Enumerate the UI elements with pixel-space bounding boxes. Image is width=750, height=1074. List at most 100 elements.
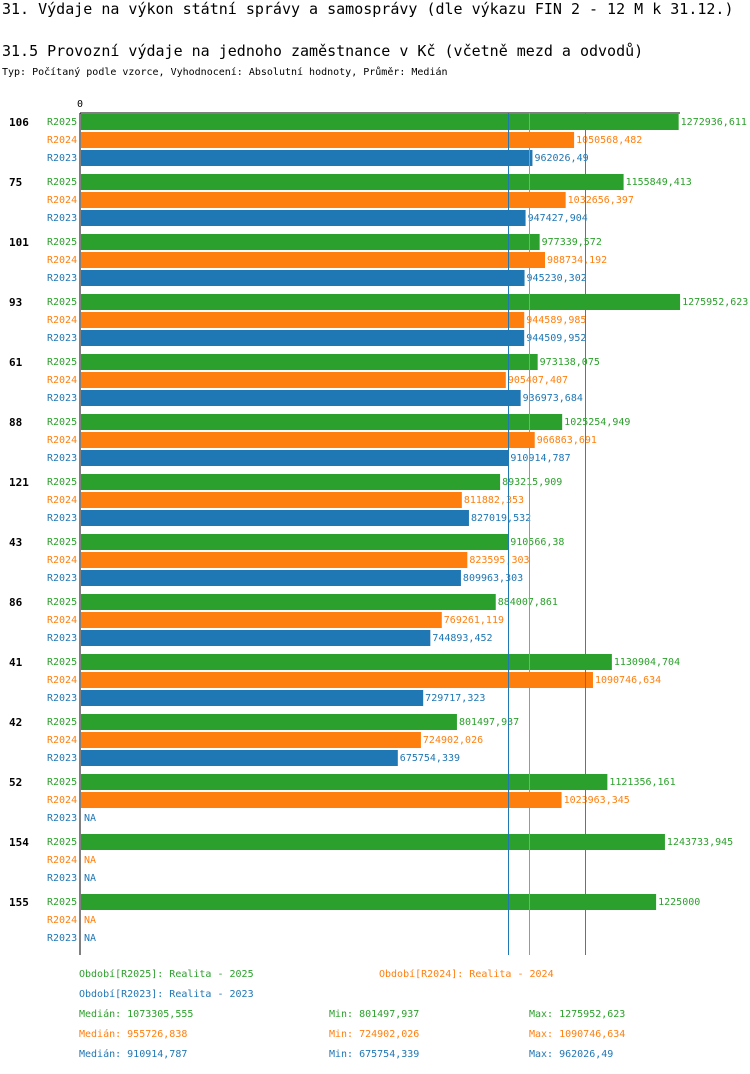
bar-r2024 bbox=[81, 132, 575, 148]
group-label: 41 bbox=[9, 656, 23, 669]
value-label: 910566,38 bbox=[510, 537, 564, 548]
missing-value-label: NA bbox=[84, 873, 96, 884]
bar-r2024 bbox=[81, 372, 506, 388]
value-label: 1032656,397 bbox=[568, 195, 634, 206]
group-label: 61 bbox=[9, 356, 23, 369]
bar-r2023 bbox=[81, 630, 431, 646]
series-label: R2023 bbox=[47, 273, 77, 284]
series-label: R2023 bbox=[47, 213, 77, 224]
bar-r2024 bbox=[81, 192, 566, 208]
series-label: R2023 bbox=[47, 333, 77, 344]
bar-r2024 bbox=[81, 432, 535, 448]
value-label: 962026,49 bbox=[534, 153, 588, 164]
value-label: 1130904,704 bbox=[614, 657, 680, 668]
series-label: R2025 bbox=[47, 477, 77, 488]
median-r2025: Medián: 1073305,555 bbox=[79, 1009, 194, 1020]
series-label: R2025 bbox=[47, 417, 77, 428]
value-label: 1025254,949 bbox=[564, 417, 630, 428]
series-label: R2025 bbox=[47, 537, 77, 548]
value-label: 910914,787 bbox=[510, 453, 570, 464]
value-label: 884007,861 bbox=[498, 597, 558, 608]
value-label: 1050568,482 bbox=[576, 135, 642, 146]
series-label: R2025 bbox=[47, 357, 77, 368]
bar-r2025 bbox=[81, 234, 540, 250]
value-label: 769261,119 bbox=[444, 615, 504, 626]
group-label: 52 bbox=[9, 776, 22, 789]
bar-r2025 bbox=[81, 894, 657, 910]
series-label: R2025 bbox=[47, 117, 77, 128]
group-label: 42 bbox=[9, 716, 22, 729]
bar-r2024 bbox=[81, 612, 442, 628]
value-label: 966863,691 bbox=[537, 435, 597, 446]
value-label: 936973,684 bbox=[523, 393, 583, 404]
min-r2023: Min: 675754,339 bbox=[329, 1049, 420, 1060]
bar-r2025 bbox=[81, 714, 457, 730]
value-label: 1243733,945 bbox=[667, 837, 733, 848]
series-label: R2023 bbox=[47, 633, 77, 644]
value-label: 729717,323 bbox=[425, 693, 485, 704]
series-label: R2023 bbox=[47, 933, 77, 944]
group-label: 88 bbox=[9, 416, 22, 429]
value-label: 1225000 bbox=[658, 897, 700, 908]
bar-r2024 bbox=[81, 312, 525, 328]
value-label: 675754,339 bbox=[400, 753, 460, 764]
bar-r2025 bbox=[81, 294, 681, 310]
group-label: 121 bbox=[9, 476, 29, 489]
bar-r2023 bbox=[81, 570, 461, 586]
series-label: R2024 bbox=[47, 915, 77, 926]
series-label: R2023 bbox=[47, 153, 77, 164]
legend-r2023: Období[R2023]: Realita - 2023 bbox=[79, 989, 254, 1000]
bar-r2025 bbox=[81, 594, 496, 610]
value-label: 823595,303 bbox=[469, 555, 529, 566]
missing-value-label: NA bbox=[84, 855, 96, 866]
group-label: 101 bbox=[9, 236, 29, 249]
value-label: 905407,407 bbox=[508, 375, 568, 386]
bar-r2023 bbox=[81, 330, 525, 346]
bar-r2023 bbox=[81, 450, 509, 466]
value-label: 1275952,623 bbox=[682, 297, 748, 308]
bar-r2025 bbox=[81, 354, 538, 370]
value-label: 944509,952 bbox=[526, 333, 586, 344]
bar-r2023 bbox=[81, 270, 525, 286]
series-label: R2024 bbox=[47, 555, 77, 566]
series-label: R2024 bbox=[47, 735, 77, 746]
bar-r2023 bbox=[81, 510, 469, 526]
group-label: 86 bbox=[9, 596, 23, 609]
series-label: R2024 bbox=[47, 135, 77, 146]
bar-r2023 bbox=[81, 150, 533, 166]
series-label: R2023 bbox=[47, 873, 77, 884]
bar-r2023 bbox=[81, 390, 521, 406]
series-label: R2025 bbox=[47, 177, 77, 188]
bar-r2023 bbox=[81, 210, 526, 226]
bar-r2024 bbox=[81, 552, 468, 568]
bar-r2024 bbox=[81, 792, 562, 808]
group-label: 154 bbox=[9, 836, 29, 849]
value-label: 988734,192 bbox=[547, 255, 607, 266]
value-label: 1121356,161 bbox=[609, 777, 675, 788]
bar-r2025 bbox=[81, 774, 608, 790]
value-label: 811882,353 bbox=[464, 495, 524, 506]
series-label: R2024 bbox=[47, 855, 77, 866]
series-label: R2024 bbox=[47, 375, 77, 386]
bar-r2023 bbox=[81, 750, 398, 766]
series-label: R2024 bbox=[47, 435, 77, 446]
value-label: 945230,302 bbox=[527, 273, 587, 284]
group-label: 106 bbox=[9, 116, 29, 129]
group-label: 75 bbox=[9, 176, 22, 189]
missing-value-label: NA bbox=[84, 915, 96, 926]
series-label: R2024 bbox=[47, 255, 77, 266]
series-label: R2025 bbox=[47, 297, 77, 308]
series-label: R2023 bbox=[47, 513, 77, 524]
page-title: 31. Výdaje na výkon státní správy a samo… bbox=[2, 0, 734, 18]
bar-r2024 bbox=[81, 252, 546, 268]
value-label: 973138,075 bbox=[540, 357, 600, 368]
bar-r2025 bbox=[81, 414, 563, 430]
value-label: 724902,026 bbox=[423, 735, 483, 746]
legend-r2024: Období[R2024]: Realita - 2024 bbox=[379, 969, 554, 980]
median-r2024: Medián: 955726,838 bbox=[79, 1029, 188, 1040]
group-label: 155 bbox=[9, 896, 29, 909]
series-label: R2025 bbox=[47, 897, 77, 908]
value-label: 744893,452 bbox=[432, 633, 492, 644]
series-label: R2023 bbox=[47, 573, 77, 584]
value-label: 1090746,634 bbox=[595, 675, 661, 686]
